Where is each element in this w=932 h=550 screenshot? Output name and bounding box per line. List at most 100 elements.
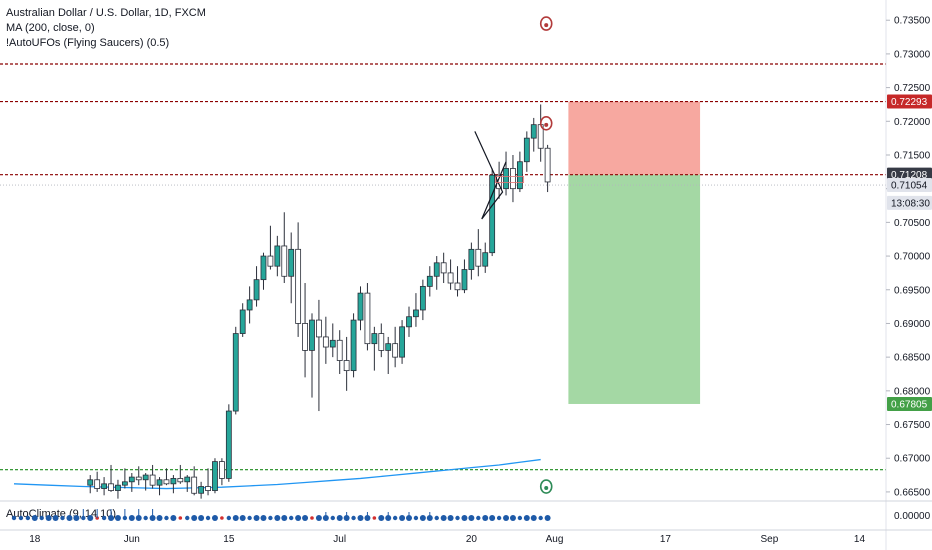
candle — [399, 320, 405, 364]
price-tick-label: 0.70500 — [894, 218, 931, 229]
climate-dot — [185, 515, 190, 521]
candle-body — [253, 279, 260, 301]
candle-body — [225, 410, 232, 479]
candle — [322, 316, 329, 364]
symbol-title[interactable]: Australian Dollar / U.S. Dollar, 1D, FXC… — [6, 7, 206, 19]
climate-dot — [52, 515, 59, 521]
price-label-bg — [887, 396, 932, 411]
price-label-green: 0.67805 — [887, 396, 932, 411]
price-tick-label: 0.72000 — [894, 117, 931, 128]
price-label-text: 13:08:30 — [891, 198, 930, 209]
candle-body — [419, 285, 426, 311]
ufo-markers — [539, 16, 553, 494]
ufo-ring — [539, 479, 553, 494]
price-label-bg — [887, 94, 932, 109]
climate-dot — [247, 515, 252, 521]
candle-body — [274, 245, 281, 267]
ufo-dot — [544, 122, 549, 127]
climate-dot — [544, 515, 551, 521]
candle-body — [392, 343, 399, 358]
climate-dot — [315, 515, 322, 521]
candle — [142, 473, 149, 491]
climate-dot — [440, 515, 447, 521]
price-tick-label: 0.72500 — [894, 83, 931, 94]
candle-body — [461, 269, 468, 291]
price-tick-label: 0.66500 — [894, 487, 931, 498]
climate-dot — [289, 515, 294, 521]
candle-body — [336, 339, 343, 361]
candle — [170, 475, 177, 494]
candle — [503, 151, 509, 196]
candle-body — [281, 245, 288, 277]
candle — [475, 229, 482, 277]
candle-body — [489, 174, 496, 254]
candle — [198, 481, 205, 499]
time-tick-label: Sep — [760, 534, 778, 545]
ufo-indicator-label[interactable]: !AutoUFOs (Flying Saucers) (0.5) — [6, 37, 170, 49]
climate-dot — [399, 515, 406, 521]
candle — [385, 336, 392, 374]
climate-dot — [468, 515, 475, 521]
candle-body — [309, 319, 315, 351]
candle-body — [218, 461, 225, 479]
climate-dot — [211, 515, 218, 521]
climate-dot — [523, 515, 530, 521]
candle — [218, 458, 225, 486]
climate-dot — [310, 516, 314, 520]
climate-dot — [198, 515, 205, 521]
candle — [544, 144, 551, 193]
candle — [413, 293, 419, 327]
candle — [281, 212, 288, 284]
candle — [184, 475, 191, 492]
candle-body — [447, 272, 454, 284]
climate-dot — [482, 515, 489, 521]
candle-body — [163, 479, 170, 485]
candle-body — [357, 292, 364, 321]
ma-indicator-label[interactable]: MA (200, close, 0) — [6, 22, 95, 34]
candle — [288, 232, 295, 304]
ufo-marker-mid — [539, 116, 553, 131]
candle-body — [433, 262, 440, 277]
candle — [260, 252, 267, 290]
candle-body — [329, 339, 336, 348]
climate-dot — [503, 515, 510, 521]
climate-dot — [156, 515, 163, 521]
price-tick-label: 0.67500 — [894, 420, 931, 431]
price-label-text: 0.71208 — [891, 170, 928, 181]
candle-body — [503, 168, 509, 190]
price-tick-label: 0.69500 — [894, 285, 931, 296]
ufo-marker-top — [539, 16, 553, 31]
price-label-bg — [887, 178, 932, 193]
ufo-marker-bottom — [539, 479, 553, 494]
climate-dot — [357, 515, 364, 521]
candle — [309, 313, 315, 398]
climate-dot — [392, 515, 398, 521]
climate-dot — [25, 515, 31, 521]
climate-dot — [447, 515, 454, 521]
candle — [530, 117, 537, 152]
candle — [454, 266, 461, 297]
candle — [253, 266, 260, 307]
climate-dot — [330, 515, 335, 521]
candle — [156, 477, 163, 496]
ufo-box — [495, 176, 525, 183]
candle — [149, 464, 156, 489]
candle-body — [156, 479, 163, 486]
climate-dot — [60, 515, 65, 521]
candle-body — [516, 161, 523, 190]
candle — [489, 168, 496, 257]
candle — [316, 299, 322, 412]
climate-dot — [489, 515, 496, 521]
candle — [94, 471, 101, 492]
climate-dot — [205, 515, 211, 521]
candle-body — [94, 479, 101, 489]
candle — [336, 330, 343, 374]
candle — [510, 154, 516, 203]
pattern-drawings — [474, 131, 525, 220]
candle-body — [121, 481, 128, 486]
candle — [295, 222, 302, 337]
candle — [177, 464, 184, 484]
candle — [419, 279, 426, 321]
